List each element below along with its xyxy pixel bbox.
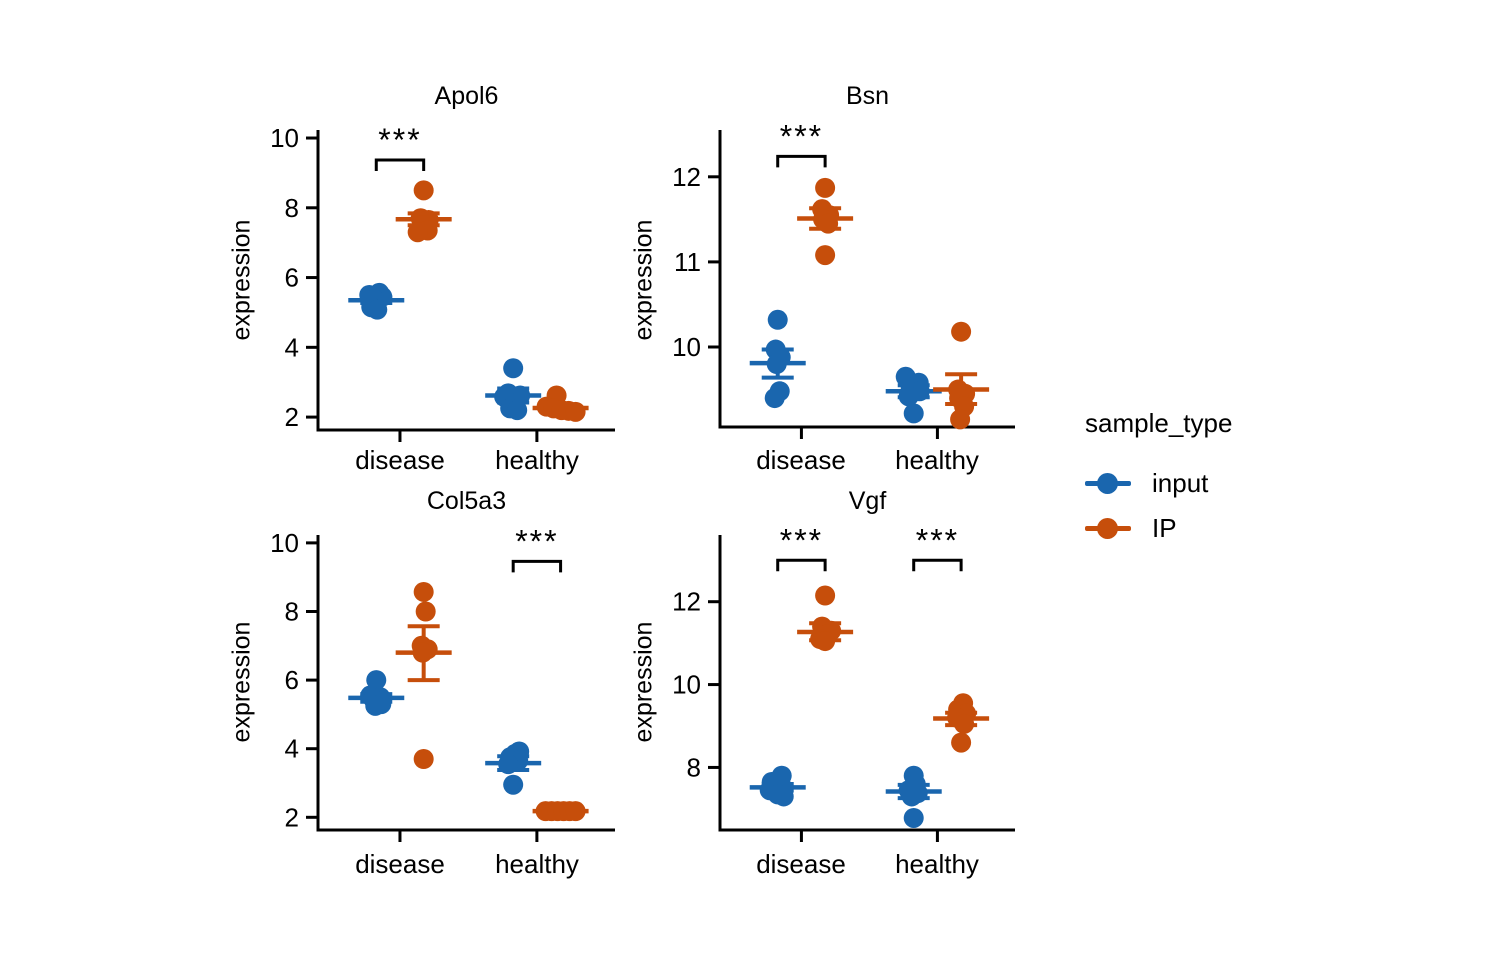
legend-label: input <box>1152 468 1209 498</box>
significance-stars: *** <box>515 523 558 559</box>
data-point <box>366 670 387 691</box>
data-point <box>903 403 924 424</box>
data-point <box>815 177 836 198</box>
data-point <box>767 309 788 330</box>
y-tick-label: 12 <box>672 162 701 192</box>
panel-title-bsn: Bsn <box>845 82 890 110</box>
y-tick-label: 4 <box>285 734 299 764</box>
x-category-label: disease <box>355 849 445 879</box>
data-point <box>954 713 975 734</box>
data-point <box>413 180 434 201</box>
data-point <box>412 642 433 663</box>
y-tick-label: 2 <box>285 802 299 832</box>
y-tick-label: 6 <box>285 263 299 293</box>
data-point <box>365 695 386 716</box>
data-point <box>565 401 586 422</box>
data-point <box>507 400 528 421</box>
data-point <box>565 801 586 822</box>
y-tick-label: 8 <box>285 596 299 626</box>
legend-label: IP <box>1152 513 1177 543</box>
data-point <box>901 786 922 807</box>
data-point <box>815 631 836 652</box>
data-point <box>407 222 428 243</box>
x-category-label: healthy <box>495 445 579 475</box>
y-tick-label: 10 <box>672 332 701 362</box>
data-point <box>367 299 388 320</box>
significance-bracket <box>511 559 563 573</box>
significance-bracket <box>776 558 827 572</box>
data-point <box>815 245 836 266</box>
significance-stars: *** <box>780 522 823 558</box>
y-tick-label: 12 <box>672 587 701 617</box>
x-category-label: disease <box>355 445 445 475</box>
y-axis-label: expression <box>227 621 256 743</box>
significance-stars: *** <box>916 522 959 558</box>
panel-title-apol6: Apol6 <box>434 82 499 110</box>
data-point <box>415 601 436 622</box>
significance-bracket <box>776 154 827 168</box>
x-category-label: healthy <box>895 849 979 879</box>
data-point <box>413 581 434 602</box>
legend-entry-input: input <box>1085 468 1285 498</box>
significance-stars: *** <box>780 118 823 154</box>
data-point <box>764 388 785 409</box>
data-point <box>898 386 919 407</box>
data-point <box>950 409 971 430</box>
significance-bracket <box>912 558 963 572</box>
data-point <box>498 754 519 775</box>
legend-entry-ip: IP <box>1085 513 1285 543</box>
y-tick-label: 10 <box>672 670 701 700</box>
legend-title: sample_type <box>1085 408 1233 438</box>
x-category-label: disease <box>756 849 846 879</box>
y-tick-label: 6 <box>285 665 299 695</box>
x-category-label: disease <box>756 445 846 475</box>
data-point <box>413 748 434 769</box>
y-axis-label: expression <box>629 219 658 341</box>
data-point <box>773 786 794 807</box>
legend-point-icon <box>1097 473 1118 494</box>
y-tick-label: 11 <box>674 247 701 277</box>
data-point <box>903 807 924 828</box>
data-point <box>815 585 836 606</box>
data-point <box>503 774 524 795</box>
panel-title-vgf: Vgf <box>848 487 887 515</box>
data-point <box>951 321 972 342</box>
data-point <box>951 732 972 753</box>
y-tick-label: 10 <box>270 528 299 558</box>
data-point <box>818 213 839 234</box>
y-axis-label: expression <box>629 621 658 743</box>
y-tick-label: 8 <box>687 752 701 782</box>
significance-bracket <box>374 158 426 171</box>
y-tick-label: 8 <box>285 193 299 223</box>
y-tick-label: 2 <box>285 402 299 432</box>
y-axis-label: expression <box>227 219 256 341</box>
data-point <box>766 354 787 375</box>
data-point <box>503 358 524 379</box>
panel-title-col5a3: Col5a3 <box>426 487 507 515</box>
y-tick-label: 10 <box>270 123 299 153</box>
y-tick-label: 4 <box>285 332 299 362</box>
significance-stars: *** <box>378 122 421 158</box>
legend-point-icon <box>1097 518 1118 539</box>
x-category-label: healthy <box>495 849 579 879</box>
x-category-label: healthy <box>895 445 979 475</box>
